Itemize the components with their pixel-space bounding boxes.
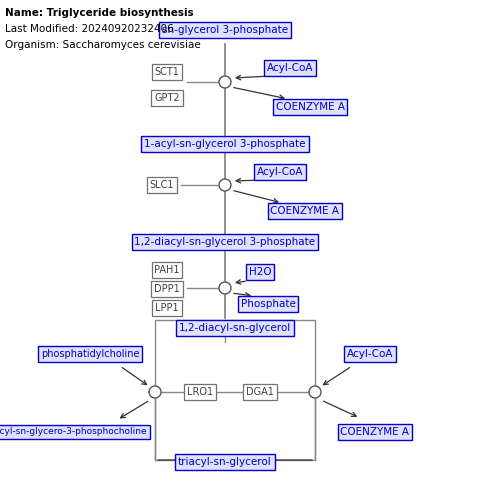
Circle shape <box>219 76 231 88</box>
Circle shape <box>219 282 231 294</box>
Text: GPT2: GPT2 <box>154 93 180 103</box>
Circle shape <box>309 386 321 398</box>
Text: 1-acyl-sn-glycero-3-phosphocholine: 1-acyl-sn-glycero-3-phosphocholine <box>0 428 148 436</box>
Text: DGA1: DGA1 <box>246 387 274 397</box>
Text: triacyl-sn-glycerol: triacyl-sn-glycerol <box>178 457 272 467</box>
Text: Phosphate: Phosphate <box>240 299 295 309</box>
Bar <box>155 320 315 460</box>
Text: sn-glycerol 3-phosphate: sn-glycerol 3-phosphate <box>162 25 288 35</box>
Text: PAH1: PAH1 <box>154 265 180 275</box>
Text: COENZYME A: COENZYME A <box>340 427 409 437</box>
Text: SCT1: SCT1 <box>155 67 180 77</box>
Text: COENZYME A: COENZYME A <box>271 206 339 216</box>
Text: Name: Triglyceride biosynthesis: Name: Triglyceride biosynthesis <box>5 8 194 18</box>
Text: H2O: H2O <box>249 267 271 277</box>
Text: LRO1: LRO1 <box>187 387 213 397</box>
Text: 1,2-diacyl-sn-glycerol 3-phosphate: 1,2-diacyl-sn-glycerol 3-phosphate <box>134 237 315 247</box>
Circle shape <box>149 386 161 398</box>
Text: Last Modified: 20240920232406: Last Modified: 20240920232406 <box>5 24 174 34</box>
Text: 1-acyl-sn-glycerol 3-phosphate: 1-acyl-sn-glycerol 3-phosphate <box>144 139 306 149</box>
Text: Acyl-CoA: Acyl-CoA <box>257 167 303 177</box>
Text: COENZYME A: COENZYME A <box>276 102 345 112</box>
Text: SLC1: SLC1 <box>150 180 174 190</box>
Text: DPP1: DPP1 <box>154 284 180 294</box>
Circle shape <box>219 179 231 191</box>
Text: 1,2-diacyl-sn-glycerol: 1,2-diacyl-sn-glycerol <box>179 323 291 333</box>
Text: phosphatidylcholine: phosphatidylcholine <box>41 349 139 359</box>
Text: Organism: Saccharomyces cerevisiae: Organism: Saccharomyces cerevisiae <box>5 40 201 50</box>
Text: Acyl-CoA: Acyl-CoA <box>267 63 313 73</box>
Text: LPP1: LPP1 <box>155 303 179 313</box>
Text: Acyl-CoA: Acyl-CoA <box>347 349 393 359</box>
